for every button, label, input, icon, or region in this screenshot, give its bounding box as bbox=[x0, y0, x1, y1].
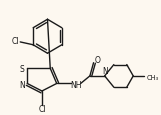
Text: S: S bbox=[19, 64, 24, 73]
Text: CH₃: CH₃ bbox=[147, 74, 159, 80]
Text: NH: NH bbox=[70, 80, 82, 89]
Text: Cl: Cl bbox=[38, 105, 46, 114]
Text: N: N bbox=[103, 66, 109, 75]
Text: Cl: Cl bbox=[12, 37, 19, 46]
Text: N: N bbox=[19, 80, 24, 89]
Text: O: O bbox=[94, 56, 100, 65]
